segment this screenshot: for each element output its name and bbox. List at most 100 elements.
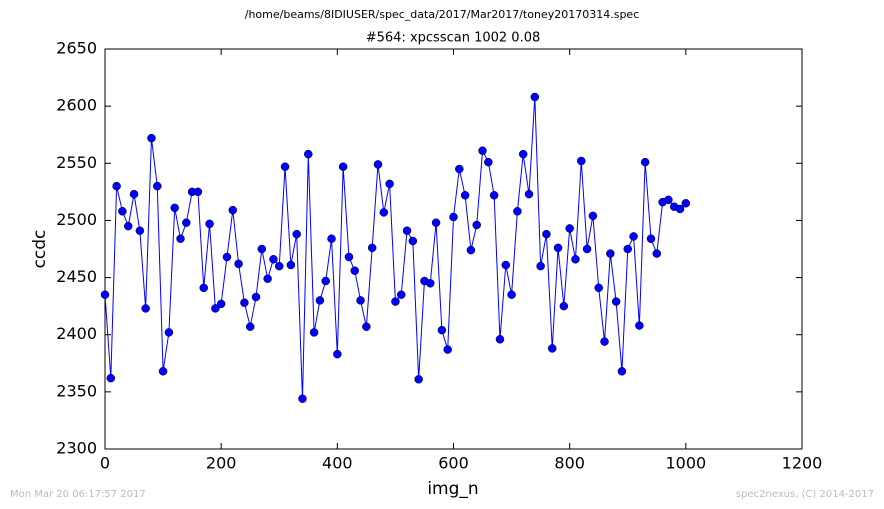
- data-point: [112, 181, 121, 191]
- data-point: [443, 345, 452, 354]
- data-point: [484, 157, 493, 167]
- data-point: [153, 181, 162, 191]
- data-point: [414, 375, 423, 384]
- data-point: [536, 261, 545, 271]
- data-point: [646, 234, 656, 243]
- data-point: [588, 211, 598, 221]
- data-point: [391, 297, 400, 306]
- data-point: [362, 322, 371, 331]
- data-point: [257, 244, 267, 254]
- data-point: [629, 232, 638, 241]
- data-point: [275, 261, 284, 271]
- data-point: [623, 244, 632, 254]
- data-point: [245, 322, 255, 331]
- data-point: [675, 204, 685, 214]
- data-point: [373, 160, 383, 169]
- data-point: [617, 367, 627, 376]
- data-point: [211, 304, 220, 313]
- data-point: [176, 234, 185, 243]
- data-point: [350, 266, 360, 275]
- data-point: [460, 191, 470, 200]
- data-point: [565, 224, 574, 233]
- data-point: [385, 179, 394, 189]
- data-point: [356, 296, 365, 305]
- data-point: [123, 221, 133, 231]
- data-point: [367, 243, 377, 253]
- x-axis-label: img_n: [427, 479, 478, 499]
- data-point: [431, 218, 441, 227]
- data-point: [199, 283, 208, 293]
- data-point: [147, 133, 156, 143]
- data-point: [344, 252, 354, 262]
- data-point: [170, 203, 179, 213]
- data-point: [455, 164, 464, 174]
- data-point: [333, 349, 342, 359]
- data-point: [664, 195, 673, 205]
- data-point: [164, 328, 174, 337]
- data-point: [100, 290, 110, 299]
- data-point: [222, 252, 232, 262]
- data-point: [216, 299, 226, 309]
- y-tick-label: 2400: [56, 324, 97, 343]
- series-line: [104, 96, 687, 399]
- data-point: [315, 296, 325, 305]
- data-point: [594, 283, 603, 293]
- data-point: [501, 260, 511, 270]
- y-tick-label: 2300: [56, 439, 97, 458]
- y-axis-label: ccdc: [30, 230, 50, 269]
- data-point: [106, 373, 116, 383]
- data-point: [530, 92, 540, 102]
- footer-credit: spec2nexus, (C) 2014-2017: [736, 489, 874, 500]
- y-tick-label: 2350: [56, 381, 97, 400]
- data-point: [495, 335, 505, 344]
- data-point: [518, 149, 528, 159]
- data-point: [205, 219, 214, 229]
- data-point: [338, 162, 348, 171]
- data-point: [478, 146, 487, 155]
- data-point: [327, 234, 336, 243]
- data-point: [577, 156, 586, 166]
- data-point: [600, 337, 609, 346]
- y-tick-label: 2600: [56, 96, 97, 115]
- data-point: [321, 276, 330, 286]
- data-point: [298, 394, 307, 403]
- data-point: [635, 321, 644, 330]
- data-point: [193, 187, 203, 197]
- y-tick-label: 2550: [56, 153, 97, 172]
- data-point: [240, 298, 249, 307]
- data-point: [263, 274, 272, 283]
- data-point: [269, 255, 278, 264]
- x-tick-label: 0: [100, 454, 110, 473]
- data-point: [402, 226, 412, 235]
- data-point: [437, 325, 447, 335]
- data-point: [553, 243, 563, 253]
- data-point: [559, 301, 569, 311]
- plot-frame: [104, 48, 803, 450]
- data-point: [681, 199, 691, 208]
- data-point: [118, 207, 127, 216]
- footer-date: Mon Mar 20 06:17:57 2017: [10, 489, 146, 500]
- x-tick-label: 1000: [665, 454, 706, 473]
- data-point: [466, 245, 476, 255]
- x-tick-label: 200: [206, 454, 237, 473]
- data-point: [547, 344, 557, 353]
- data-point: [571, 255, 580, 264]
- data-point: [449, 212, 458, 222]
- data-point: [304, 149, 313, 159]
- data-point: [426, 279, 435, 288]
- data-point: [292, 229, 301, 239]
- data-point: [652, 249, 662, 258]
- data-point: [513, 207, 522, 216]
- data-point: [234, 259, 243, 269]
- y-tick-label: 2450: [56, 267, 97, 286]
- data-point: [640, 157, 650, 167]
- x-tick-label: 400: [322, 454, 353, 473]
- data-point: [182, 218, 191, 227]
- data-point: [379, 208, 389, 217]
- chart-title: #564: xpcsscan 1002 0.08: [366, 31, 541, 46]
- data-point: [141, 304, 150, 313]
- data-point: [582, 244, 592, 254]
- data-point: [396, 290, 406, 299]
- data-point: [606, 249, 615, 258]
